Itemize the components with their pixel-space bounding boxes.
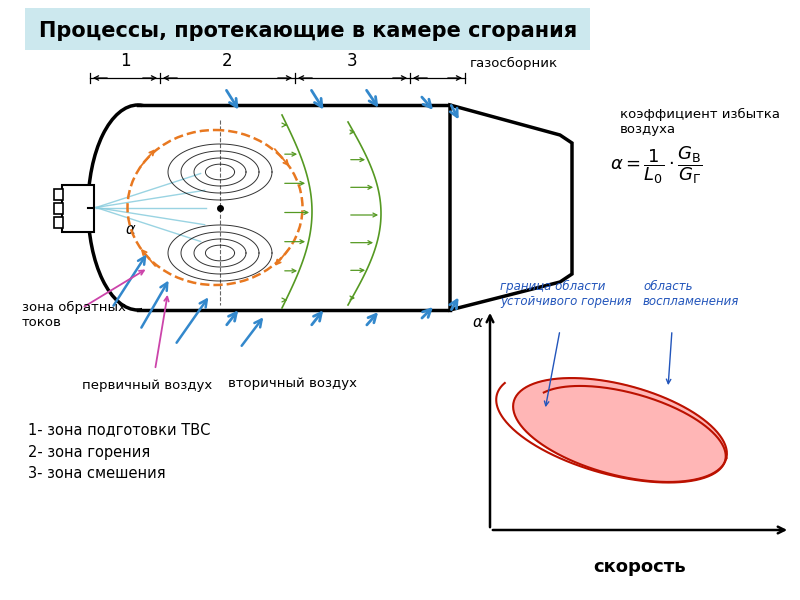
Text: первичный воздух: первичный воздух — [82, 379, 212, 391]
FancyBboxPatch shape — [142, 105, 450, 310]
Text: $\alpha = \dfrac{1}{L_0} \cdot \dfrac{G_\mathrm{B}}{G_\mathrm{\Gamma}}$: $\alpha = \dfrac{1}{L_0} \cdot \dfrac{G_… — [610, 144, 702, 186]
Text: 2: 2 — [222, 52, 233, 70]
FancyBboxPatch shape — [62, 185, 94, 232]
Text: зона обратных
токов: зона обратных токов — [22, 301, 126, 329]
Polygon shape — [513, 378, 727, 482]
Text: 3- зона смешения: 3- зона смешения — [28, 467, 166, 481]
Text: область
воспламенения: область воспламенения — [643, 280, 739, 308]
Text: 3: 3 — [347, 52, 358, 70]
Text: 1- зона подготовки ТВС: 1- зона подготовки ТВС — [28, 422, 210, 437]
FancyBboxPatch shape — [25, 8, 590, 50]
Text: 1: 1 — [120, 52, 130, 70]
Text: Процессы, протекающие в камере сгорания: Процессы, протекающие в камере сгорания — [39, 21, 577, 41]
FancyBboxPatch shape — [54, 189, 63, 200]
FancyBboxPatch shape — [54, 217, 63, 228]
Text: газосборник: газосборник — [470, 57, 558, 70]
Text: 2- зона горения: 2- зона горения — [28, 445, 150, 460]
Text: α: α — [473, 315, 483, 330]
Text: скорость: скорость — [594, 558, 686, 576]
FancyBboxPatch shape — [54, 203, 63, 214]
Polygon shape — [450, 105, 572, 310]
Text: вторичный воздух: вторичный воздух — [228, 377, 357, 389]
Text: коэффициент избытка
воздуха: коэффициент избытка воздуха — [620, 108, 780, 136]
Text: α: α — [125, 223, 135, 238]
Ellipse shape — [88, 105, 188, 310]
Text: граница области
устойчивого горения: граница области устойчивого горения — [500, 280, 632, 308]
